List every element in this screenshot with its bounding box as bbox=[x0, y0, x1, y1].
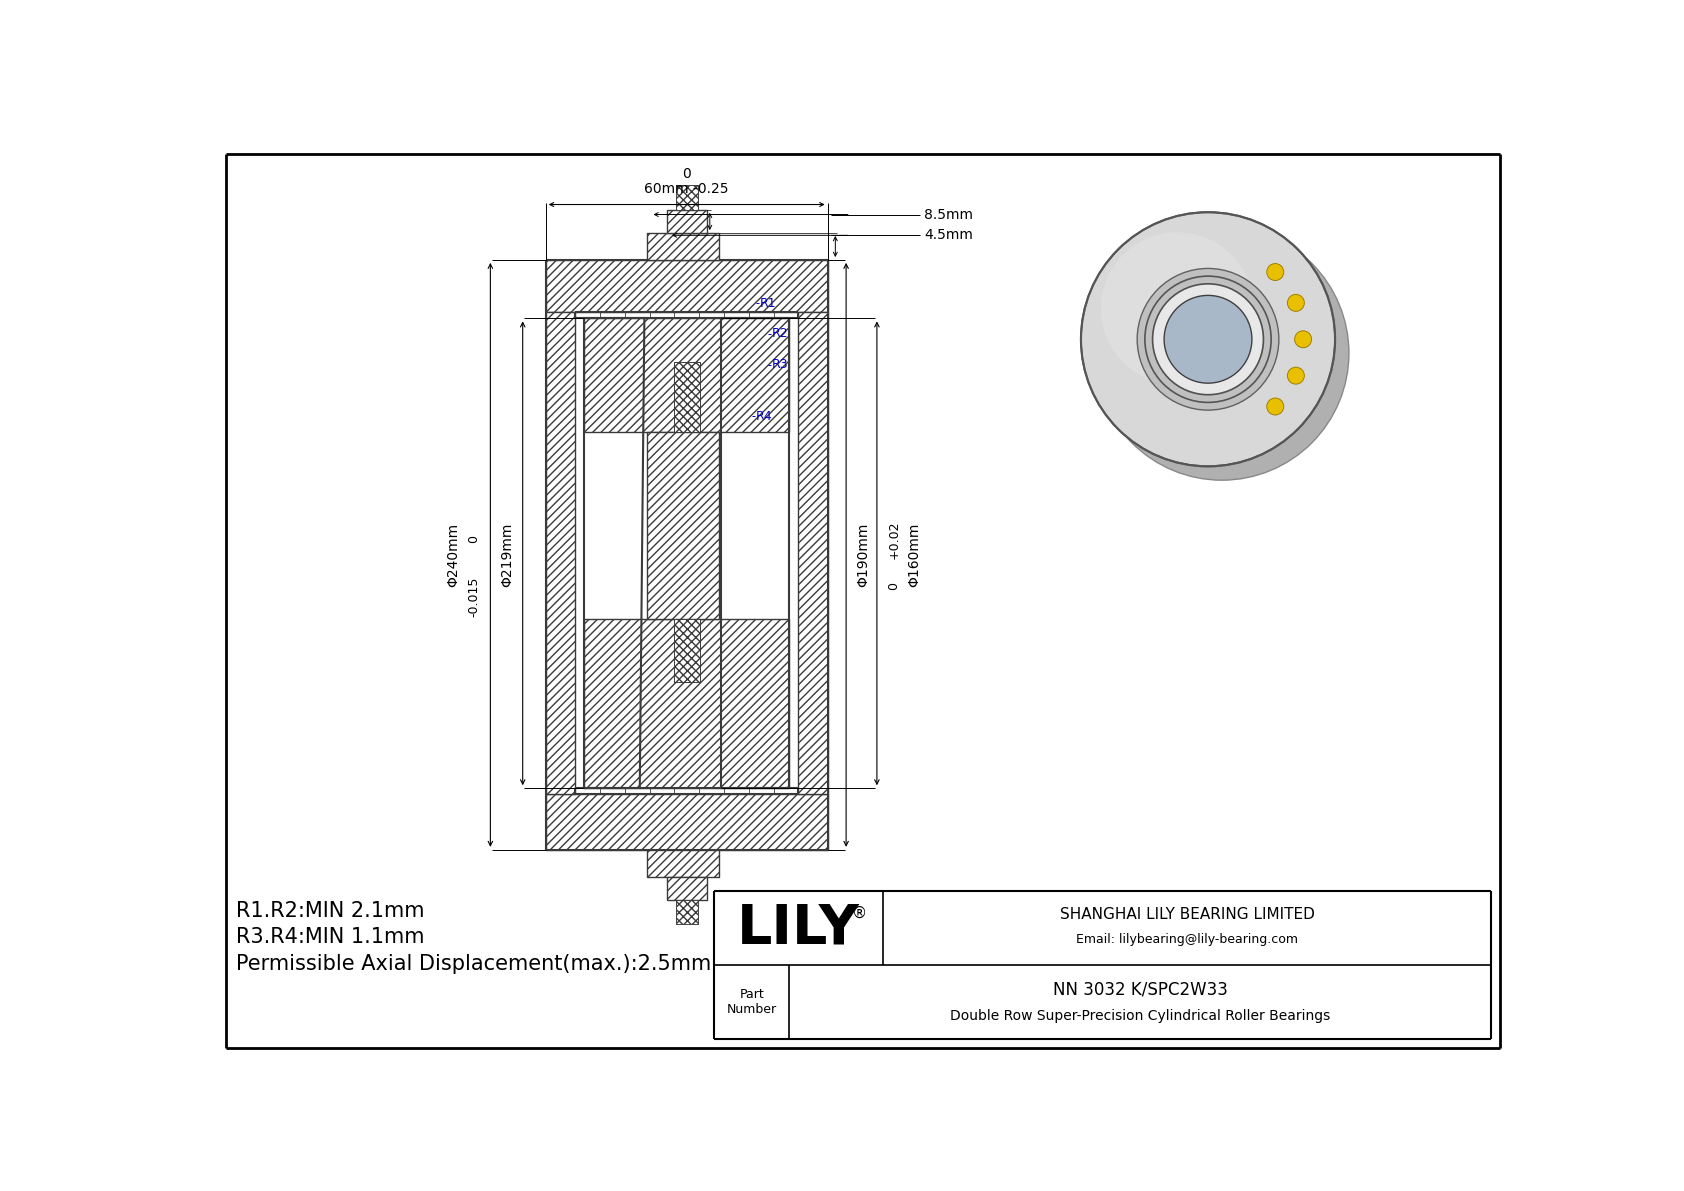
Circle shape bbox=[1095, 226, 1349, 480]
Circle shape bbox=[1266, 263, 1283, 281]
Text: Φ240mm: Φ240mm bbox=[446, 523, 460, 587]
Text: 0: 0 bbox=[682, 167, 690, 181]
Polygon shape bbox=[546, 260, 827, 312]
Text: -0.015: -0.015 bbox=[466, 576, 480, 617]
Text: R2: R2 bbox=[771, 328, 788, 341]
Circle shape bbox=[1164, 295, 1251, 384]
Text: Part
Number: Part Number bbox=[727, 989, 778, 1016]
Polygon shape bbox=[667, 877, 707, 900]
Polygon shape bbox=[647, 233, 719, 260]
Text: R1: R1 bbox=[759, 297, 776, 310]
Circle shape bbox=[1295, 331, 1312, 348]
Text: 0: 0 bbox=[887, 581, 901, 590]
Polygon shape bbox=[546, 312, 574, 794]
Text: R3: R3 bbox=[771, 358, 788, 372]
Circle shape bbox=[1152, 283, 1263, 394]
Text: 4.5mm: 4.5mm bbox=[925, 229, 973, 242]
Circle shape bbox=[1287, 294, 1305, 311]
Polygon shape bbox=[674, 619, 701, 682]
Text: R3.R4:MIN 1.1mm: R3.R4:MIN 1.1mm bbox=[236, 927, 424, 947]
Text: Φ160mm: Φ160mm bbox=[908, 523, 921, 587]
Polygon shape bbox=[584, 318, 790, 431]
Text: ®: ® bbox=[852, 905, 867, 921]
Polygon shape bbox=[675, 900, 697, 924]
Polygon shape bbox=[647, 431, 719, 619]
Circle shape bbox=[1266, 398, 1283, 414]
Polygon shape bbox=[798, 312, 827, 794]
Text: 8.5mm: 8.5mm bbox=[925, 207, 973, 222]
Text: 0: 0 bbox=[466, 536, 480, 543]
Circle shape bbox=[1101, 232, 1253, 385]
Text: Double Row Super-Precision Cylindrical Roller Bearings: Double Row Super-Precision Cylindrical R… bbox=[950, 1009, 1330, 1023]
Text: Φ219mm: Φ219mm bbox=[500, 523, 514, 587]
Text: LILY: LILY bbox=[738, 902, 861, 955]
Circle shape bbox=[1081, 212, 1335, 467]
Text: Email: lilybearing@lily-bearing.com: Email: lilybearing@lily-bearing.com bbox=[1076, 933, 1298, 946]
Text: SHANGHAI LILY BEARING LIMITED: SHANGHAI LILY BEARING LIMITED bbox=[1059, 908, 1315, 922]
Text: NN 3032 K/SPC2W33: NN 3032 K/SPC2W33 bbox=[1052, 981, 1228, 999]
Text: Permissible Axial Displacement(max.):2.5mm: Permissible Axial Displacement(max.):2.5… bbox=[236, 954, 712, 974]
Text: Φ190mm: Φ190mm bbox=[855, 523, 871, 587]
Polygon shape bbox=[546, 794, 827, 850]
Polygon shape bbox=[667, 210, 707, 233]
Polygon shape bbox=[647, 850, 719, 877]
Circle shape bbox=[1137, 268, 1278, 410]
Circle shape bbox=[1287, 367, 1305, 385]
Polygon shape bbox=[674, 362, 701, 431]
Text: 60mm -0.25: 60mm -0.25 bbox=[645, 182, 729, 197]
Text: R4: R4 bbox=[756, 410, 773, 423]
Text: R1.R2:MIN 2.1mm: R1.R2:MIN 2.1mm bbox=[236, 900, 424, 921]
Text: +0.02: +0.02 bbox=[887, 520, 901, 559]
Polygon shape bbox=[675, 186, 697, 210]
Polygon shape bbox=[584, 619, 790, 788]
